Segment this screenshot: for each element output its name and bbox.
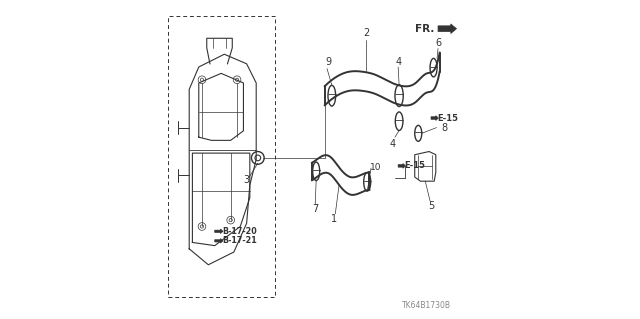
Text: E-15: E-15	[404, 161, 426, 170]
Text: 3: 3	[244, 175, 250, 185]
Text: 10: 10	[370, 163, 381, 172]
Text: 6: 6	[436, 38, 442, 48]
Text: 8: 8	[441, 122, 447, 133]
Text: FR.: FR.	[415, 24, 435, 34]
Text: E-15: E-15	[437, 114, 458, 122]
Text: 4: 4	[390, 138, 396, 149]
FancyArrow shape	[215, 229, 223, 234]
FancyArrow shape	[215, 239, 223, 243]
FancyArrow shape	[398, 164, 406, 168]
FancyArrow shape	[431, 116, 438, 120]
Text: 9: 9	[325, 57, 331, 67]
Text: B-17-20: B-17-20	[223, 227, 257, 236]
Text: 5: 5	[429, 201, 435, 211]
Text: 1: 1	[331, 213, 337, 224]
FancyArrow shape	[438, 24, 456, 33]
Text: 2: 2	[363, 28, 369, 39]
Text: 4: 4	[395, 57, 401, 67]
Bar	[168, 16, 275, 297]
Text: B-17-21: B-17-21	[223, 236, 257, 245]
Polygon shape	[415, 152, 436, 181]
Text: TK64B1730B: TK64B1730B	[403, 301, 451, 310]
Text: 7: 7	[312, 204, 318, 214]
